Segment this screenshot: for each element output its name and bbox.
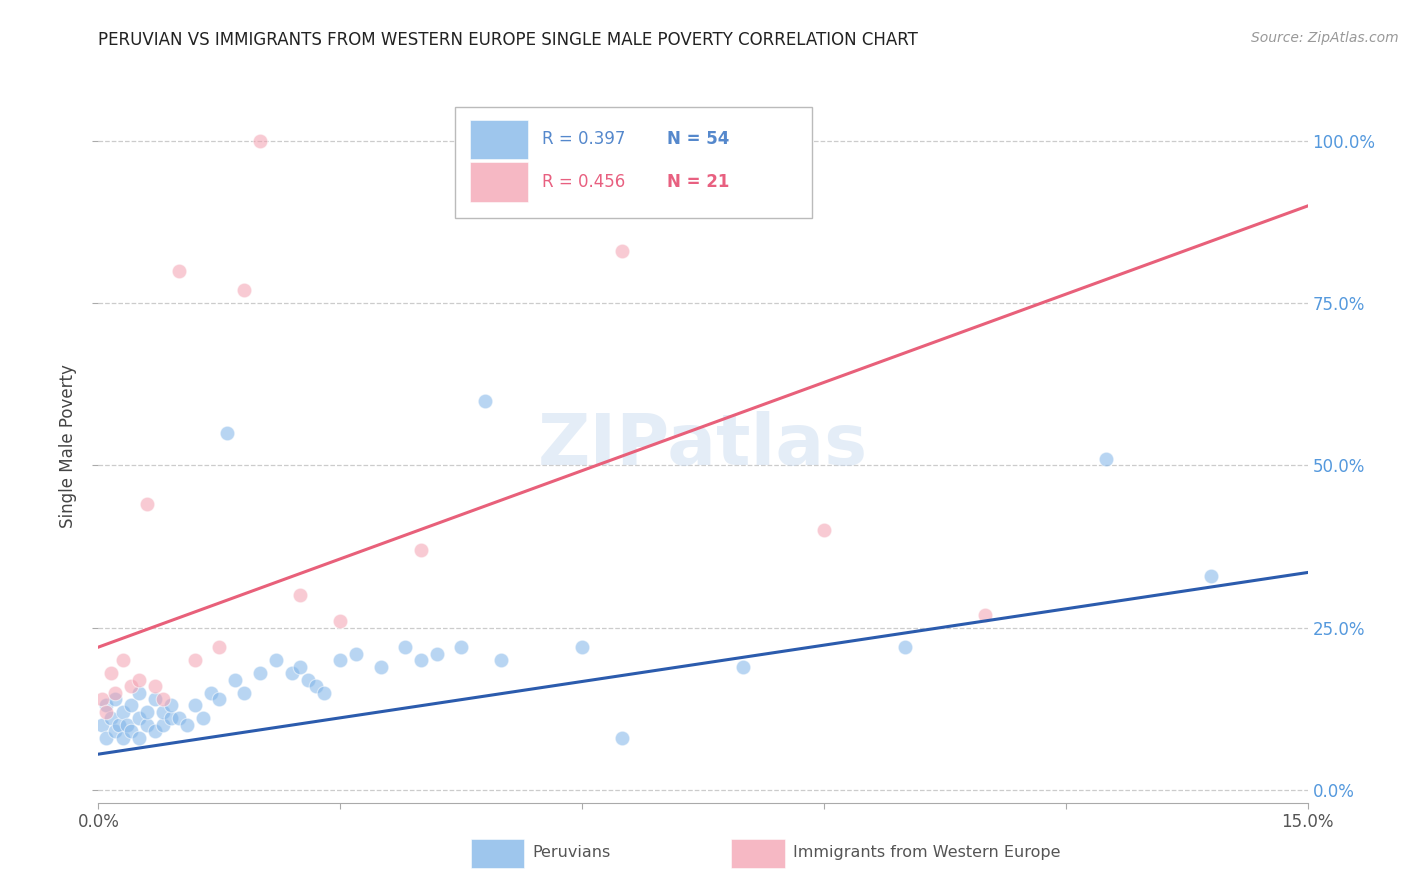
Point — [167, 264, 190, 278]
Point — [329, 653, 352, 667]
Point — [612, 244, 634, 259]
Point — [426, 647, 449, 661]
Y-axis label: Single Male Poverty: Single Male Poverty — [59, 364, 77, 528]
Point — [394, 640, 416, 654]
Point — [152, 692, 174, 706]
Point — [571, 640, 593, 654]
Point — [96, 731, 118, 745]
Point — [184, 653, 207, 667]
Point — [120, 698, 142, 713]
Point — [974, 607, 997, 622]
Point — [128, 685, 150, 699]
Point — [281, 666, 304, 681]
Point — [111, 731, 134, 745]
Point — [103, 692, 125, 706]
Point — [111, 653, 134, 667]
Point — [305, 679, 328, 693]
Point — [167, 711, 190, 725]
Point — [120, 679, 142, 693]
Point — [200, 685, 222, 699]
Point — [160, 698, 183, 713]
Point — [1095, 452, 1118, 467]
Point — [893, 640, 915, 654]
Point — [111, 705, 134, 719]
Point — [450, 640, 472, 654]
Point — [612, 731, 634, 745]
Point — [143, 679, 166, 693]
Point — [135, 718, 157, 732]
Point — [297, 673, 319, 687]
Point — [128, 673, 150, 687]
Point — [128, 711, 150, 725]
Point — [314, 685, 336, 699]
Point — [329, 614, 352, 628]
Text: PERUVIAN VS IMMIGRANTS FROM WESTERN EUROPE SINGLE MALE POVERTY CORRELATION CHART: PERUVIAN VS IMMIGRANTS FROM WESTERN EURO… — [98, 31, 918, 49]
Text: Source: ZipAtlas.com: Source: ZipAtlas.com — [1251, 31, 1399, 45]
Point — [96, 705, 118, 719]
FancyBboxPatch shape — [470, 162, 527, 202]
Point — [813, 524, 835, 538]
Text: R = 0.456: R = 0.456 — [543, 173, 626, 191]
Point — [370, 659, 392, 673]
Point — [91, 692, 114, 706]
Point — [103, 685, 125, 699]
Point — [103, 724, 125, 739]
Point — [135, 497, 157, 511]
Point — [232, 283, 254, 297]
Point — [193, 711, 215, 725]
Point — [491, 653, 513, 667]
Text: Immigrants from Western Europe: Immigrants from Western Europe — [793, 846, 1060, 860]
Point — [264, 653, 287, 667]
Text: ZIPatlas: ZIPatlas — [538, 411, 868, 481]
Point — [100, 711, 122, 725]
Point — [115, 718, 138, 732]
Point — [184, 698, 207, 713]
Point — [288, 588, 311, 602]
Point — [249, 666, 271, 681]
FancyBboxPatch shape — [456, 107, 811, 218]
Point — [409, 653, 432, 667]
Text: N = 21: N = 21 — [666, 173, 730, 191]
Point — [208, 692, 231, 706]
Point — [249, 134, 271, 148]
Point — [100, 666, 122, 681]
Point — [143, 692, 166, 706]
Point — [135, 705, 157, 719]
Point — [474, 393, 496, 408]
Point — [143, 724, 166, 739]
Point — [224, 673, 246, 687]
Point — [344, 647, 367, 661]
Point — [128, 731, 150, 745]
Point — [160, 711, 183, 725]
Point — [409, 542, 432, 557]
Point — [152, 705, 174, 719]
Text: N = 54: N = 54 — [666, 130, 730, 148]
Point — [96, 698, 118, 713]
Point — [217, 425, 239, 440]
Point — [232, 685, 254, 699]
Point — [107, 718, 129, 732]
Point — [176, 718, 198, 732]
Point — [288, 659, 311, 673]
Point — [91, 718, 114, 732]
Point — [208, 640, 231, 654]
Text: R = 0.397: R = 0.397 — [543, 130, 626, 148]
Point — [120, 724, 142, 739]
Point — [733, 659, 755, 673]
Text: Peruvians: Peruvians — [533, 846, 612, 860]
Point — [1199, 568, 1222, 582]
FancyBboxPatch shape — [470, 120, 527, 159]
Point — [152, 718, 174, 732]
